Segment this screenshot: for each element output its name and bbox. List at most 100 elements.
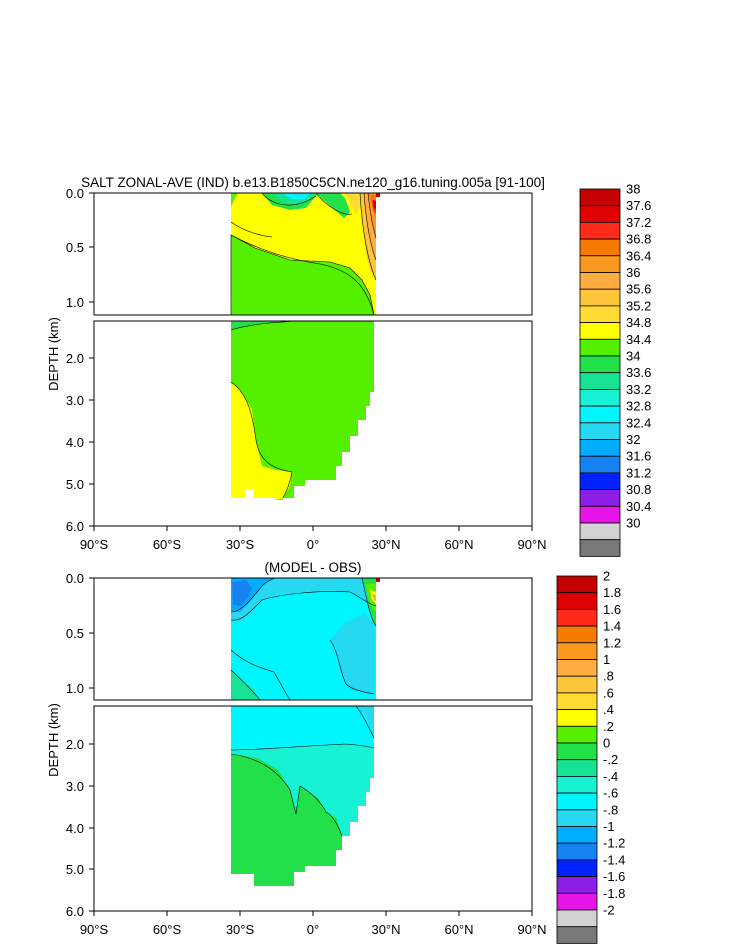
bottom-upper-panel-frame: [93, 577, 533, 701]
colorbar-swatch: [556, 575, 598, 594]
colorbar-swatch: [556, 876, 598, 894]
top-upper-panel-fill: [230, 193, 380, 315]
colorbar-label: .8: [603, 669, 614, 684]
colorbar-swatch: [556, 675, 598, 694]
colorbar-label: 32.8: [626, 399, 651, 414]
x-tick-label: 90°S: [80, 537, 109, 552]
colorbar-label: 30.8: [626, 482, 651, 497]
top-colorbar: 3837.637.236.836.43635.635.234.834.43433…: [579, 182, 651, 557]
bottom-y-tick-label: 0.0: [66, 571, 84, 586]
colorbar-label: 30.4: [626, 499, 651, 514]
colorbar-label: -1: [603, 819, 615, 834]
colorbar-swatch: [556, 725, 598, 744]
colorbar-label: 1.6: [603, 602, 621, 617]
colorbar-swatch: [556, 926, 598, 944]
colorbar-swatch: [579, 355, 621, 374]
x-tick-label: 30°N: [371, 922, 400, 937]
x-tick-label: 60°S: [153, 922, 182, 937]
bottom-y-axis: [89, 577, 94, 912]
colorbar-swatch: [556, 809, 598, 827]
colorbar-label: 35.6: [626, 282, 651, 297]
x-tick-label: 90°N: [517, 537, 546, 552]
colorbar-label: -1.4: [603, 852, 625, 867]
top-y-axis: [89, 192, 94, 527]
colorbar-swatch: [579, 288, 621, 307]
top-chart-title: SALT ZONAL-AVE (IND) b.e13.B1850C5CN.ne1…: [81, 175, 545, 190]
bottom-y-tick-label: 6.0: [66, 904, 84, 919]
colorbar-label: 31.2: [626, 465, 651, 480]
colorbar-swatch: [579, 372, 621, 390]
colorbar-label: .6: [603, 685, 614, 700]
x-tick-label: 60°N: [444, 537, 473, 552]
colorbar-swatch: [556, 909, 598, 928]
colorbar-swatch: [579, 388, 621, 407]
top-lower-panel-fill: [230, 321, 374, 500]
bottom-lower-panel-fill: [230, 706, 375, 886]
bottom-y-tick-label: 0.5: [66, 626, 84, 641]
top-upper-panel-frame: [93, 192, 533, 316]
colorbar-swatch: [579, 238, 621, 257]
top-y-tick-label: 2.0: [66, 351, 84, 366]
colorbar-label: 1.4: [603, 619, 621, 634]
colorbar-label: 38: [626, 182, 640, 197]
colorbar-label: 34.4: [626, 332, 651, 347]
top-y-tick-label: 0.0: [66, 186, 84, 201]
colorbar-swatch: [579, 439, 621, 457]
colorbar-label: 36.8: [626, 232, 651, 247]
colorbar-swatch: [556, 776, 598, 794]
top-x-axis: 90°S 60°S 30°S 0° 30°N 60°N 90°N: [80, 526, 547, 552]
colorbar-label: 1: [603, 652, 610, 667]
colorbar-label: 35.2: [626, 298, 651, 313]
x-tick-label: 60°S: [153, 537, 182, 552]
colorbar-swatch: [579, 405, 621, 424]
colorbar-label: 1.8: [603, 585, 621, 600]
colorbar-swatch: [579, 422, 621, 440]
colorbar-swatch: [579, 472, 621, 490]
top-y-tick-label: 6.0: [66, 519, 84, 534]
colorbar-label: 31.6: [626, 449, 651, 464]
colorbar-swatch: [579, 489, 621, 507]
colorbar-swatch: [579, 272, 621, 290]
top-y-axis-label: DEPTH (km): [46, 317, 61, 391]
colorbar-swatch: [556, 625, 598, 644]
colorbar-label: -.4: [603, 769, 618, 784]
bottom-y-tick-label: 3.0: [66, 779, 84, 794]
bottom-x-axis: 90°S 60°S 30°S 0° 30°N 60°N 90°N: [80, 911, 547, 937]
colorbar-label: 2: [603, 569, 610, 584]
colorbar-swatch: [556, 642, 598, 660]
colorbar-label: .4: [603, 702, 614, 717]
colorbar-swatch: [556, 692, 598, 711]
x-tick-label: 30°S: [226, 537, 255, 552]
colorbar-label: -.8: [603, 802, 618, 817]
colorbar-swatch: [556, 742, 598, 761]
x-tick-label: 90°S: [80, 922, 109, 937]
colorbar-label: 33.2: [626, 382, 651, 397]
colorbar-label: 1.2: [603, 635, 621, 650]
colorbar-label: -2: [603, 903, 615, 918]
bottom-colorbar: 21.81.61.41.21.8.6.4.20-.2-.4-.6-.8-1-1.…: [556, 569, 625, 944]
colorbar-swatch: [556, 592, 598, 610]
bottom-y-tick-label: 4.0: [66, 821, 84, 836]
x-tick-label: 0°: [307, 922, 319, 937]
colorbar-label: 37.2: [626, 215, 651, 230]
colorbar-swatch: [579, 522, 621, 541]
colorbar-label: 0: [603, 736, 610, 751]
x-tick-label: 60°N: [444, 922, 473, 937]
colorbar-swatch: [579, 505, 621, 524]
top-y-tick-label: 4.0: [66, 435, 84, 450]
x-tick-label: 30°N: [371, 537, 400, 552]
top-y-tick-label: 3.0: [66, 393, 84, 408]
colorbar-swatch: [556, 792, 598, 811]
bottom-y-axis-label: DEPTH (km): [46, 703, 61, 777]
colorbar-label: 37.6: [626, 198, 651, 213]
colorbar-swatch: [579, 539, 621, 557]
colorbar-label: 34: [626, 349, 640, 364]
colorbar-swatch: [556, 892, 598, 911]
colorbar-swatch: [556, 859, 598, 878]
colorbar-swatch: [579, 188, 621, 207]
colorbar-label: -.6: [603, 786, 618, 801]
colorbar-label: -1.2: [603, 836, 625, 851]
colorbar-swatch: [579, 221, 621, 240]
colorbar-swatch: [579, 322, 621, 340]
